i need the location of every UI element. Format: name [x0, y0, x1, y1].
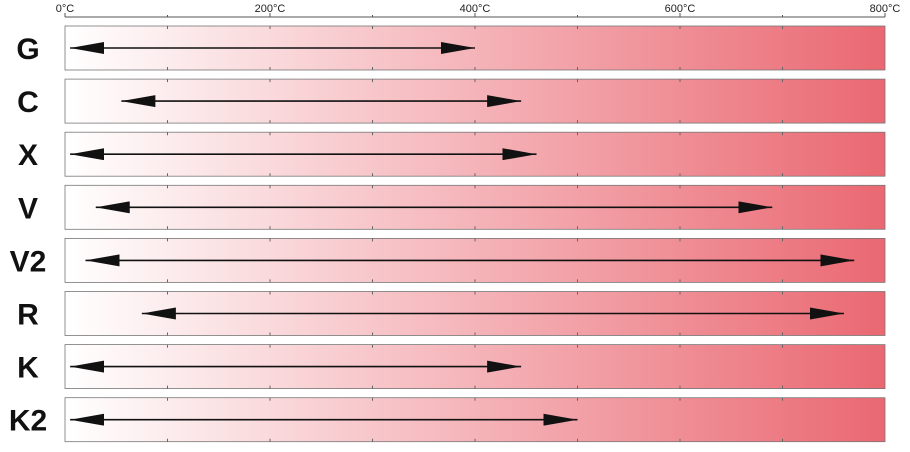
plot-bands — [64, 25, 886, 443]
row-label-k2: K2 — [9, 405, 47, 438]
range-arrows — [70, 42, 855, 426]
row-label-x: X — [18, 139, 38, 172]
row-label-v: V — [18, 192, 38, 225]
row-label-v2: V2 — [10, 245, 47, 278]
row-label-c: C — [17, 86, 39, 119]
x-tick-label: 0°C — [56, 3, 75, 15]
row-label-k: K — [17, 352, 39, 385]
row-label-g: G — [16, 33, 39, 66]
x-tick-label: 400°C — [460, 3, 491, 15]
x-tick-label: 800°C — [870, 3, 901, 15]
x-tick-label: 600°C — [665, 3, 696, 15]
x-axis: 0°C 200°C 400°C 600°C 800°C — [56, 3, 901, 18]
row-label-r: R — [17, 299, 39, 332]
x-tick-label: 200°C — [255, 3, 286, 15]
